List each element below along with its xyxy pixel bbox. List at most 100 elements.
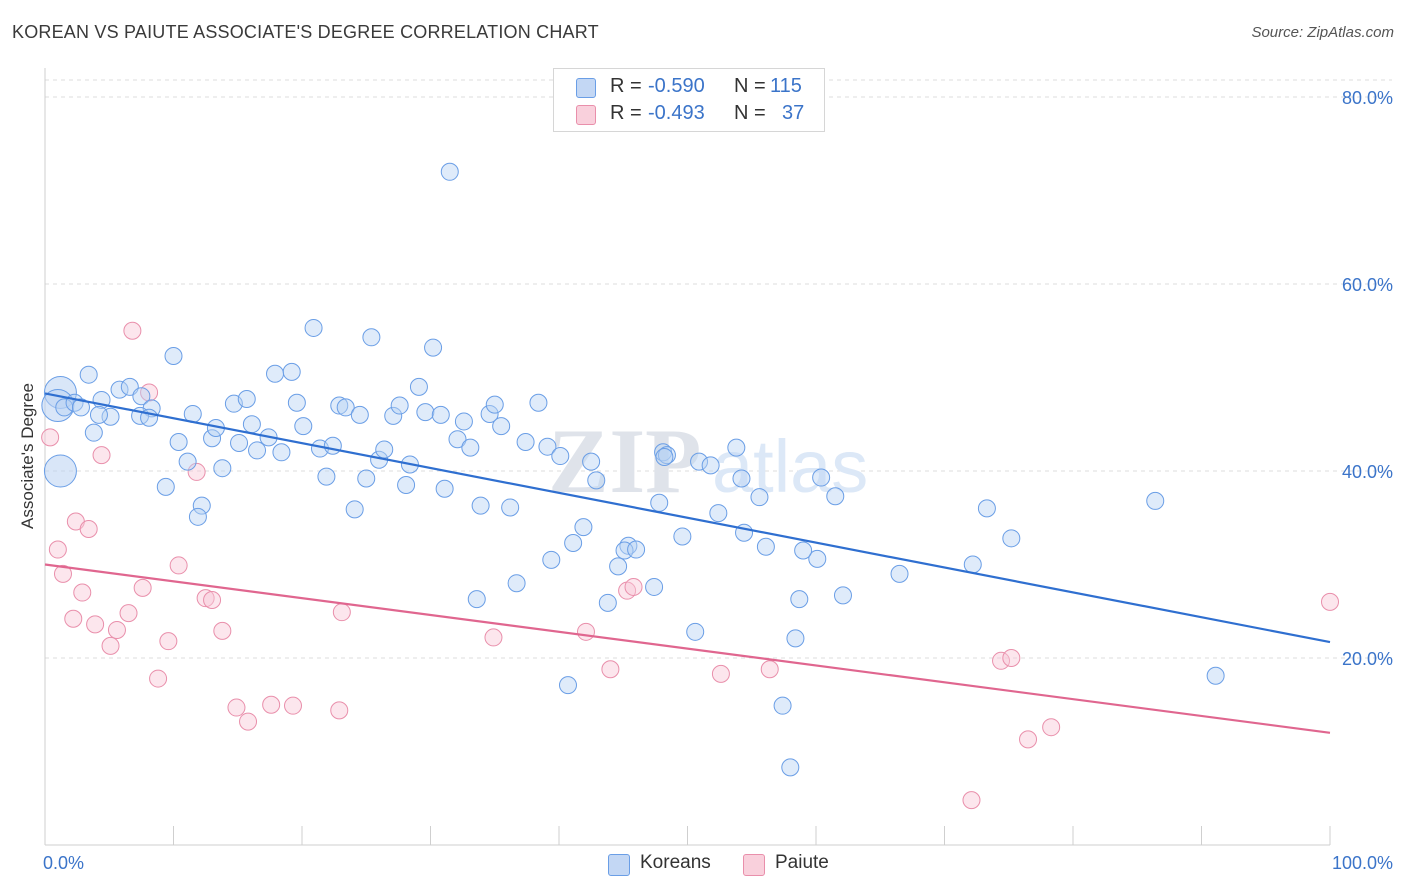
koreans-point: [690, 452, 709, 471]
koreans-point: [178, 452, 197, 471]
koreans-point: [110, 380, 129, 399]
koreans-point: [431, 405, 450, 424]
koreans-point: [188, 507, 207, 526]
paiute-point: [601, 660, 620, 679]
r-value: -0.493: [648, 102, 705, 124]
n-value: 115: [770, 75, 802, 97]
watermark-zip: ZIP: [548, 410, 701, 512]
koreans-point: [471, 496, 490, 515]
grid-lines: [45, 79, 1392, 659]
paiute-point: [203, 591, 222, 610]
paiute-points: [41, 321, 1339, 810]
trend-lines: [44, 392, 1331, 734]
koreans-point: [132, 387, 151, 406]
paiute-point: [196, 589, 215, 608]
koreans-point: [709, 504, 728, 523]
paiute-point: [92, 446, 111, 465]
watermark-atlas: atlas: [712, 425, 868, 508]
koreans-point: [345, 500, 364, 519]
koreans-point: [242, 415, 261, 434]
koreans-point: [890, 564, 909, 583]
paiute-point: [760, 660, 779, 679]
koreans-point: [1146, 491, 1165, 510]
r-label: R =: [610, 102, 642, 124]
paiute-point: [169, 556, 188, 575]
koreans-point: [304, 318, 323, 337]
koreans-point: [598, 593, 617, 612]
koreans-swatch: [576, 78, 596, 98]
y-tick-label: 20.0%: [1342, 649, 1393, 669]
paiute-point: [1019, 730, 1038, 749]
koreans-point: [89, 405, 108, 424]
paiute-point: [133, 578, 152, 597]
koreans-point: [564, 533, 583, 552]
koreans-point: [781, 758, 800, 777]
paiute-point: [1002, 649, 1021, 667]
paiute-point: [239, 712, 258, 731]
koreans-point: [287, 393, 306, 412]
paiute-point: [79, 519, 98, 538]
paiute-point: [86, 615, 105, 634]
koreans-point: [673, 527, 692, 546]
paiute-point: [41, 428, 60, 447]
paiute-point: [48, 540, 67, 559]
x-tick-label: 0.0%: [43, 853, 84, 873]
koreans-point: [43, 454, 77, 488]
stats-legend: R = -0.590 N = 115 R = -0.493 N = 37: [553, 68, 825, 132]
koreans-point: [655, 447, 674, 466]
paiute-point: [962, 791, 981, 810]
paiute-point: [107, 620, 126, 639]
koreans-point: [686, 622, 705, 641]
koreans-point: [492, 417, 511, 436]
paiute-legend-label: Paiute: [775, 852, 829, 873]
koreans-point: [84, 423, 103, 442]
x-tick-label: 100.0%: [1332, 853, 1393, 873]
koreans-point: [79, 365, 98, 384]
paiute-point: [119, 604, 138, 623]
paiute-point: [101, 636, 120, 655]
paiute-point: [213, 621, 232, 640]
koreans-point: [397, 476, 416, 495]
koreans-point: [266, 364, 285, 383]
koreans-point: [627, 540, 646, 559]
koreans-point: [650, 493, 669, 512]
koreans-point: [435, 479, 454, 498]
koreans-point: [213, 459, 232, 478]
koreans-point: [230, 433, 249, 452]
koreans-point: [529, 393, 548, 412]
koreans-point: [323, 436, 342, 455]
paiute-legend-swatch: [743, 854, 765, 876]
koreans-points: [41, 162, 1225, 777]
koreans-point: [657, 446, 676, 465]
koreans-point: [732, 469, 751, 488]
paiute-point: [149, 669, 168, 688]
koreans-legend-label: Koreans: [640, 852, 711, 873]
koreans-point: [330, 396, 349, 415]
koreans-point: [756, 537, 775, 556]
koreans-point: [282, 362, 301, 381]
koreans-point: [977, 499, 996, 518]
koreans-point: [409, 377, 428, 396]
koreans-point: [362, 328, 381, 347]
r-value: -0.590: [648, 75, 705, 97]
koreans-point: [424, 338, 443, 357]
koreans-point: [833, 586, 852, 605]
r-label: R =: [610, 75, 642, 97]
paiute-point: [159, 632, 178, 651]
koreans-point: [808, 549, 827, 568]
paiute-point: [187, 462, 206, 481]
paiute-point: [330, 701, 349, 720]
y-tick-label: 80.0%: [1342, 88, 1393, 108]
koreans-point: [1002, 529, 1021, 548]
koreans-point: [701, 456, 720, 475]
koreans-point: [507, 574, 526, 593]
koreans-point: [357, 469, 376, 488]
koreans-point: [237, 390, 256, 409]
koreans-point: [574, 518, 593, 537]
paiute-point: [64, 609, 83, 628]
axes: [44, 68, 1331, 846]
paiute-point: [123, 321, 142, 340]
koreans-trend-line: [44, 392, 1331, 644]
koreans-point: [272, 443, 291, 462]
paiute-point: [624, 577, 643, 596]
